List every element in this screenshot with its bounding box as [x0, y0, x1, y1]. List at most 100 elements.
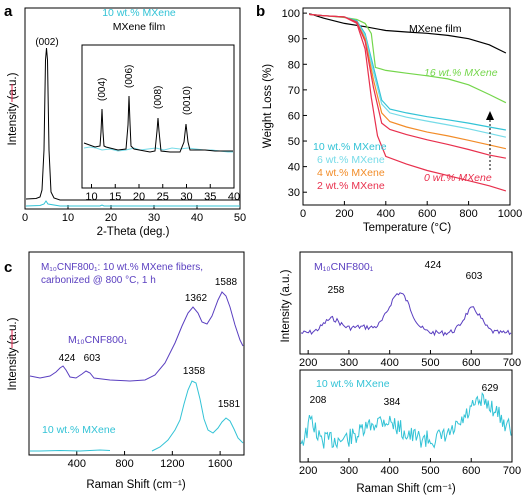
panel-label-c: c [4, 259, 12, 276]
panel-b-ylabel: Weight Loss (%) [262, 64, 274, 148]
peak-label-008: (008) [153, 86, 164, 109]
panel-c-ylabel: Intensity (a.u.) [7, 317, 19, 390]
panel-a-10wt-curve [25, 200, 240, 207]
panel-c-frame [28, 251, 245, 456]
peak-label-c-1588: 1588 [215, 277, 238, 288]
panel-label-b: b [256, 3, 265, 20]
panel-c-10wt-baseline [30, 449, 111, 452]
legend-b-10wt: 10 wt.% MXene [313, 141, 387, 153]
panel-b-ytick-label: 70 [288, 85, 300, 97]
panel-a-ticks: 0 10 20 30 40 50 [22, 205, 246, 224]
panel-a-xtick-label: 20 [105, 212, 117, 224]
panel-c-right-ylabel: Intensity (a.u.) [280, 269, 292, 342]
panel-b-series-4 [309, 13, 507, 150]
panel-b-xtick-label: 400 [377, 208, 395, 220]
panel-c-right-bottom-xtick-label: 200 [299, 465, 317, 477]
panel-label-a: a [4, 3, 13, 20]
annotation-line-2: carbonized @ 800 °C, 1 h [41, 275, 156, 286]
panel-a: a 0 10 20 30 40 50 2-Theta (deg.) Intensity (… [4, 3, 246, 238]
peak-label-002: (002) [35, 37, 58, 48]
legend-b-4wt: 4 wt.% MXene [317, 167, 385, 179]
panel-c-right-top-xtick-label: 500 [421, 357, 439, 369]
panel-b-curves [309, 13, 507, 192]
panel-c-right-bottom-curve [300, 392, 512, 450]
panel-c-right-bottom-xtick-label: 500 [421, 465, 439, 477]
inset-xtick-label: 35 [204, 191, 216, 203]
panel-a-xtick-label: 40 [191, 212, 203, 224]
panel-a-ylabel: Intensity (a.u.) [7, 72, 19, 145]
legend-b-2wt: 2 wt.% MXene [317, 180, 385, 192]
inset-10wt-curve [83, 146, 233, 153]
panel-b-xlabel: Temperature (°C) [363, 222, 451, 234]
panel-c-right-bottom: 200 300 400 500 600 700 Raman Shift (cm⁻¹) 10… [299, 369, 521, 495]
legend-c-right-10wt: 10 wt.% MXene [316, 378, 390, 390]
panel-a-inset: 10 15 20 25 30 35 40 (004) (006) (008) (0010) [81, 44, 240, 203]
legend-b-6wt: 6 wt.% MXene [317, 154, 385, 166]
panel-c-right-top-xtick-label: 600 [462, 357, 480, 369]
inset-ticks: 10 15 20 25 30 35 40 [85, 184, 240, 203]
panel-b-series-1 [309, 13, 507, 104]
panel-b-xtick-label: 1000 [498, 208, 522, 220]
peak-label-c-424: 424 [59, 353, 76, 364]
panel-c-right-top: 200 300 400 500 600 700 Intensity (a.u.) M₁₀C… [280, 251, 521, 369]
inset-xtick-label: 25 [157, 191, 169, 203]
peak-label-004: (004) [97, 78, 108, 101]
legend-c-right-m10cnf800: M₁₀CNF800₁ [314, 261, 374, 273]
panel-b-xtick-label: 200 [335, 208, 353, 220]
legend-a-mxene-film: MXene film [113, 21, 166, 33]
inset-mxene-film-curve [83, 95, 233, 153]
panel-c: c 400 800 1200 1600 Raman Shift (cm⁻¹) Inte… [4, 251, 245, 491]
panel-b-ytick-label: 80 [288, 59, 300, 71]
panel-c-xtick-label: 400 [68, 458, 86, 470]
panel-c-xlabel: Raman Shift (cm⁻¹) [86, 479, 186, 491]
peak-label-006: (006) [124, 65, 135, 88]
peak-label-cb-384: 384 [384, 397, 401, 408]
panel-b-ytick-label: 60 [288, 110, 300, 122]
panel-a-xtick-label: 50 [234, 212, 246, 224]
peak-label-c-1358: 1358 [183, 366, 206, 377]
inset-xtick-label: 30 [180, 191, 192, 203]
panel-c-right-bottom-ticks: 200 300 400 500 600 700 [299, 458, 521, 477]
peak-label-ct-603: 603 [466, 271, 483, 282]
panel-b-frame [302, 7, 511, 206]
panel-b-series-5 [309, 13, 507, 159]
panel-c-right-top-ticks: 200 300 400 500 600 700 [299, 350, 521, 369]
peak-label-c-603: 603 [84, 353, 101, 364]
legend-b-mxene-film: MXene film [409, 23, 462, 35]
inset-xtick-label: 10 [85, 191, 97, 203]
panel-b-xtick-label: 0 [300, 208, 306, 220]
panel-c-xtick-label: 800 [115, 458, 133, 470]
legend-a-10wt: 10 wt.% MXene [102, 7, 176, 19]
panel-c-right-top-xtick-label: 400 [381, 357, 399, 369]
panel-c-right-xlabel: Raman Shift (cm⁻¹) [356, 483, 456, 495]
peak-label-cb-208: 208 [310, 395, 327, 406]
panel-b-xtick-label: 600 [418, 208, 436, 220]
panel-c-right-top-frame [299, 251, 513, 355]
panel-a-frame [24, 7, 241, 210]
panel-c-xtick-label: 1600 [208, 458, 232, 470]
peak-label-0010: (0010) [182, 86, 193, 115]
peak-label-c-1581: 1581 [218, 399, 241, 410]
panel-b-xtick-label: 800 [459, 208, 477, 220]
panel-a-mxene-film-curve [25, 47, 240, 201]
panel-c-right-top-xtick-label: 700 [503, 357, 521, 369]
legend-b-0wt: 0 wt.% MXene [424, 172, 492, 184]
panel-a-xtick-label: 0 [22, 212, 28, 224]
inset-frame [81, 44, 235, 189]
panel-c-10wt-curve [151, 380, 244, 452]
panel-b-ytick-label: 100 [282, 8, 300, 20]
panel-c-right-top-curve [300, 292, 512, 337]
peak-label-ct-258: 258 [328, 285, 345, 296]
inset-xtick-label: 40 [228, 191, 240, 203]
panel-b-ticks: 0 200 400 600 800 1000 30 40 50 60 70 80 90 100 [282, 8, 523, 220]
panel-c-right-top-xtick-label: 300 [340, 357, 358, 369]
panel-a-xtick-label: 10 [62, 212, 74, 224]
panel-b-ytick-label: 40 [288, 162, 300, 174]
panel-b-ytick-label: 90 [288, 34, 300, 46]
panel-b-series-0 [309, 13, 507, 54]
peak-label-ct-424: 424 [425, 260, 442, 271]
panel-b-series-6 [309, 13, 507, 192]
panel-c-right-bottom-xtick-label: 600 [462, 465, 480, 477]
panel-a-xlabel: 2-Theta (deg.) [97, 226, 170, 238]
